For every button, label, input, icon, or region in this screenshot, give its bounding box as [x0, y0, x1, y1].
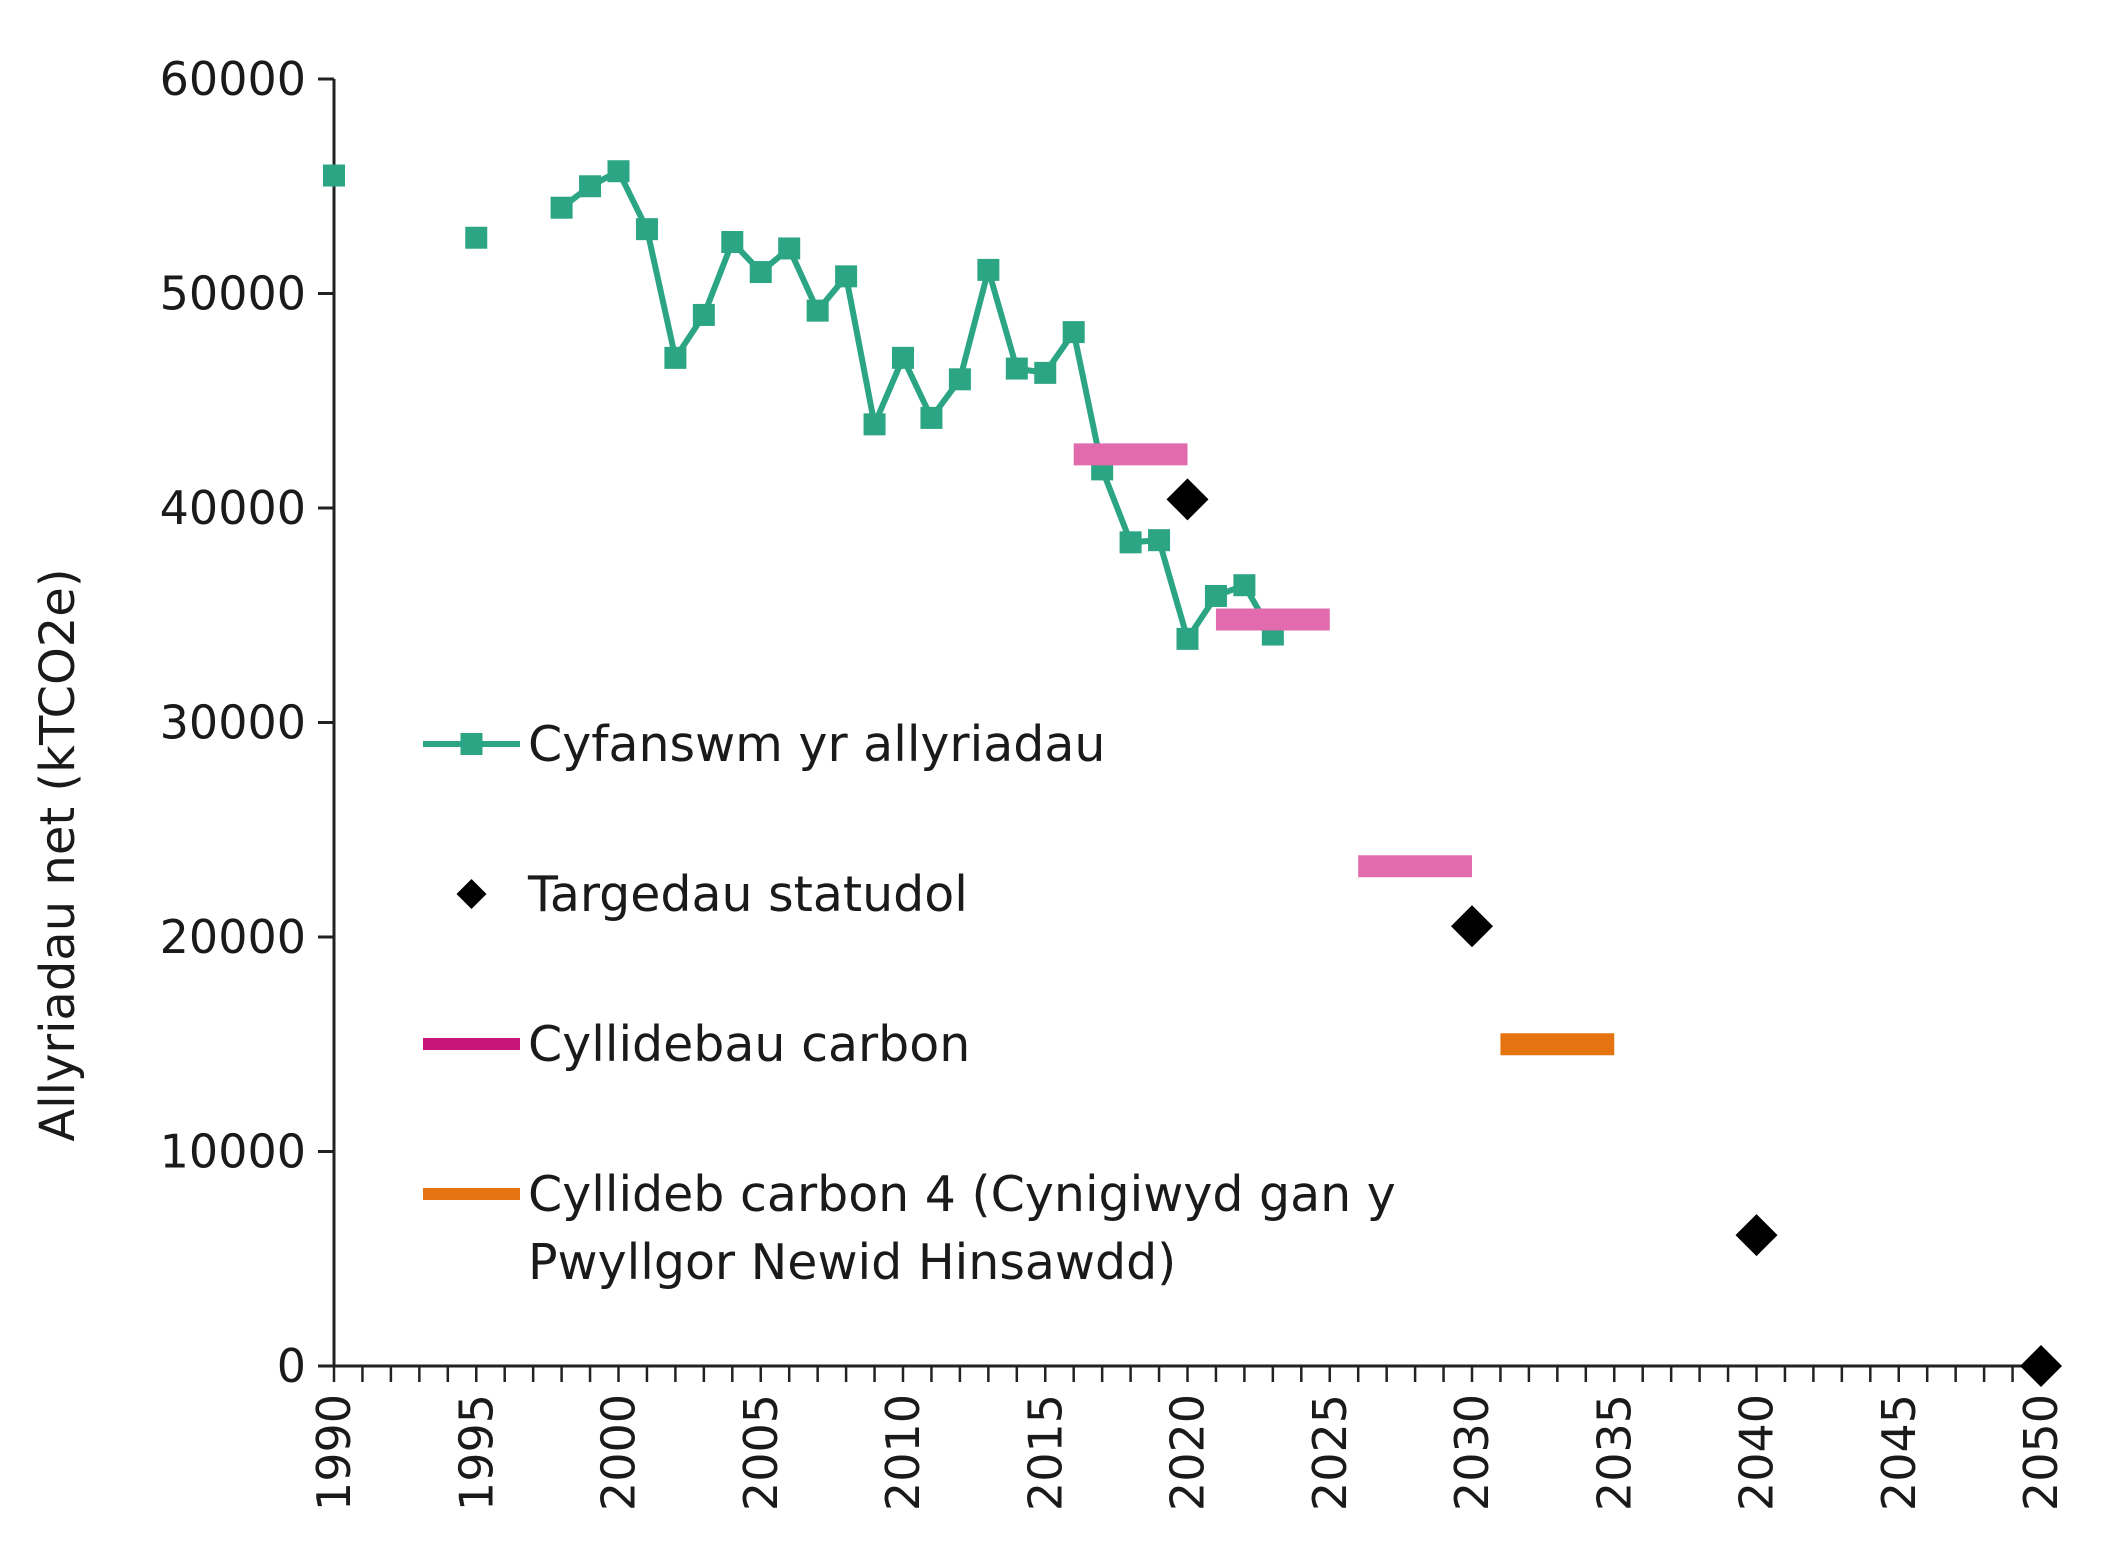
legend: Cyfanswm yr allyriadau Targedau statudol C… [423, 716, 1396, 1291]
emissions-point [465, 226, 488, 249]
emissions-point [635, 218, 658, 241]
x-tick-label: 2045 [1872, 1394, 1926, 1511]
x-tick-label: 2020 [1161, 1394, 1215, 1511]
x-tick-label: 2035 [1587, 1394, 1641, 1511]
emissions-point [1034, 361, 1057, 384]
target-point [1451, 905, 1493, 948]
y-tick-label: 20000 [160, 910, 306, 964]
legend-item-2: Cyllidebau carbon [423, 1016, 970, 1073]
x-tick-label: 1995 [449, 1394, 503, 1511]
emissions-point [1233, 574, 1256, 597]
legend-swatch-marker [460, 733, 483, 755]
x-tick-label: 1990 [307, 1394, 361, 1511]
emissions-line [559, 168, 1276, 642]
series-0 [323, 160, 1284, 650]
target-point [1166, 478, 1209, 521]
axes [318, 77, 2043, 1382]
emissions-point [323, 164, 345, 187]
emissions-point [1148, 529, 1171, 552]
legend-label: Cyllideb carbon 4 (Cynigiwyd gan y [528, 1166, 1396, 1223]
y-tick-label: 0 [277, 1339, 306, 1393]
plot-area [323, 160, 2062, 1387]
emissions-point [920, 406, 943, 429]
y-axis-title: Allyriadau net (kTCO2e) [30, 568, 86, 1141]
legend-label: Pwyllgor Newid Hinsawdd) [528, 1234, 1176, 1291]
emissions-point [749, 261, 772, 284]
emissions-point [1176, 627, 1199, 650]
emissions-point [948, 368, 971, 391]
y-tick-label: 50000 [160, 267, 306, 321]
series-2 [1073, 443, 1472, 878]
emissions-point [692, 303, 715, 326]
y-tick-label: 10000 [160, 1125, 306, 1179]
emissions-point [579, 175, 602, 198]
x-tick-label: 2050 [2014, 1394, 2068, 1511]
emissions-point [778, 237, 801, 260]
legend-swatch-diamond [456, 879, 487, 909]
legend-item-3: Cyllideb carbon 4 (Cynigiwyd gan y Pwyllg… [423, 1166, 1396, 1291]
emissions-point [892, 346, 914, 369]
legend-label: Cyfanswm yr allyriadau [528, 716, 1105, 773]
target-point [2020, 1345, 2062, 1387]
emissions-point [1062, 321, 1085, 344]
legend-item-0: Cyfanswm yr allyriadau [423, 716, 1105, 773]
target-point [1735, 1214, 1778, 1257]
y-tick-label: 40000 [160, 481, 306, 535]
x-tick-label: 2040 [1730, 1394, 1784, 1511]
legend-item-1: Targedau statudol [456, 866, 968, 923]
x-tick-label: 2005 [734, 1394, 788, 1511]
series-1 [1166, 478, 2062, 1387]
emissions-point [664, 346, 687, 369]
emissions-point [835, 265, 858, 288]
x-tick-label: 2025 [1303, 1394, 1357, 1511]
emissions-point [607, 160, 630, 183]
legend-label: Cyllidebau carbon [528, 1016, 970, 1073]
emissions-point [806, 299, 829, 322]
emissions-point [1119, 531, 1142, 554]
emissions-point [863, 413, 886, 436]
emissions-point [1204, 584, 1227, 607]
y-tick-label: 60000 [160, 52, 306, 106]
emissions-point [1005, 357, 1028, 380]
x-tick-label: 2015 [1018, 1394, 1072, 1511]
x-tick-label: 2000 [592, 1394, 646, 1511]
x-tick-label: 2030 [1445, 1394, 1499, 1511]
x-tick-label: 2010 [876, 1394, 930, 1511]
tick-labels: 0 10000 20000 30000 40000 50000 60000 1990 1995 2… [160, 52, 2068, 1511]
emissions-point [721, 231, 744, 254]
y-tick-label: 30000 [160, 696, 306, 750]
emissions-point [550, 196, 573, 219]
legend-label: Targedau statudol [527, 866, 968, 923]
emissions-point [977, 258, 1000, 281]
